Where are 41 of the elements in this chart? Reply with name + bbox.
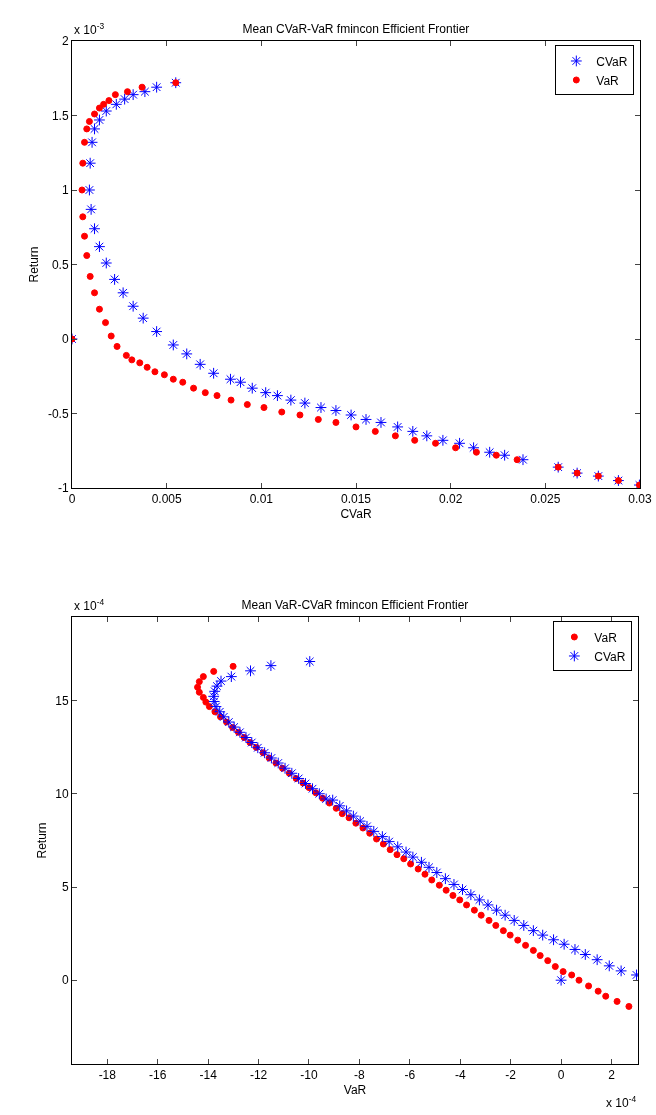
x-tick-label: 0.015 <box>340 492 372 507</box>
legend-label: VaR <box>594 630 618 645</box>
x-tick-label: -14 <box>199 1068 218 1083</box>
x-tick-label: 0.005 <box>151 492 183 507</box>
x-tick-label: -16 <box>149 1068 167 1083</box>
x-tick-label: 0 <box>557 1068 565 1083</box>
x-tick-label: 0.02 <box>438 492 463 507</box>
y-tick-label: 2 <box>61 34 69 49</box>
y-axis-title: Return <box>27 246 42 283</box>
legend-label: CVaR <box>594 649 626 664</box>
x-tick-label: -12 <box>249 1068 268 1083</box>
x-tick-label: -18 <box>98 1068 117 1083</box>
text: x 10$^{-3}$ <box>74 21 105 38</box>
x-tick-label: -2 <box>505 1068 517 1083</box>
x-tick-label: 2 <box>608 1068 616 1083</box>
x-tick-label: 0.03 <box>628 492 652 507</box>
y-tick-label: -0.5 <box>47 406 69 421</box>
x-tick-label: -8 <box>354 1068 366 1083</box>
legend-label: CVaR <box>596 54 628 69</box>
x-tick-label: -4 <box>454 1068 466 1083</box>
x-axis-title: VaR <box>343 1083 367 1098</box>
x-tick-label: 0.025 <box>530 492 561 507</box>
y-tick-label: 1 <box>61 183 69 198</box>
x-axis-title: CVaR <box>340 507 372 522</box>
chart-title: Mean CVaR-VaR fmincon Efficient Frontier <box>242 22 470 36</box>
y-tick-label: -1 <box>57 481 69 496</box>
x-tick-label: -6 <box>404 1068 416 1083</box>
chart-title: Mean VaR-CVaR fmincon Efficient Frontier <box>241 598 469 612</box>
y-tick-label: 5 <box>61 880 69 895</box>
y-axis-title: Return <box>34 822 49 859</box>
y-tick-label: 0 <box>61 973 69 988</box>
x-tick-label: 0.01 <box>249 492 274 507</box>
y-tick-label: 10 <box>55 787 69 802</box>
x-tick-label: -10 <box>300 1068 318 1083</box>
y-tick-label: 1.5 <box>51 108 69 123</box>
y-tick-label: 0 <box>61 332 69 347</box>
y-tick-label: 0.5 <box>51 257 69 272</box>
y-tick-label: 15 <box>55 694 69 709</box>
text: x 10$^{-4}$ <box>74 597 105 614</box>
text: x 10$^{-4}$ <box>606 1094 637 1111</box>
legend-label: VaR <box>596 73 620 88</box>
